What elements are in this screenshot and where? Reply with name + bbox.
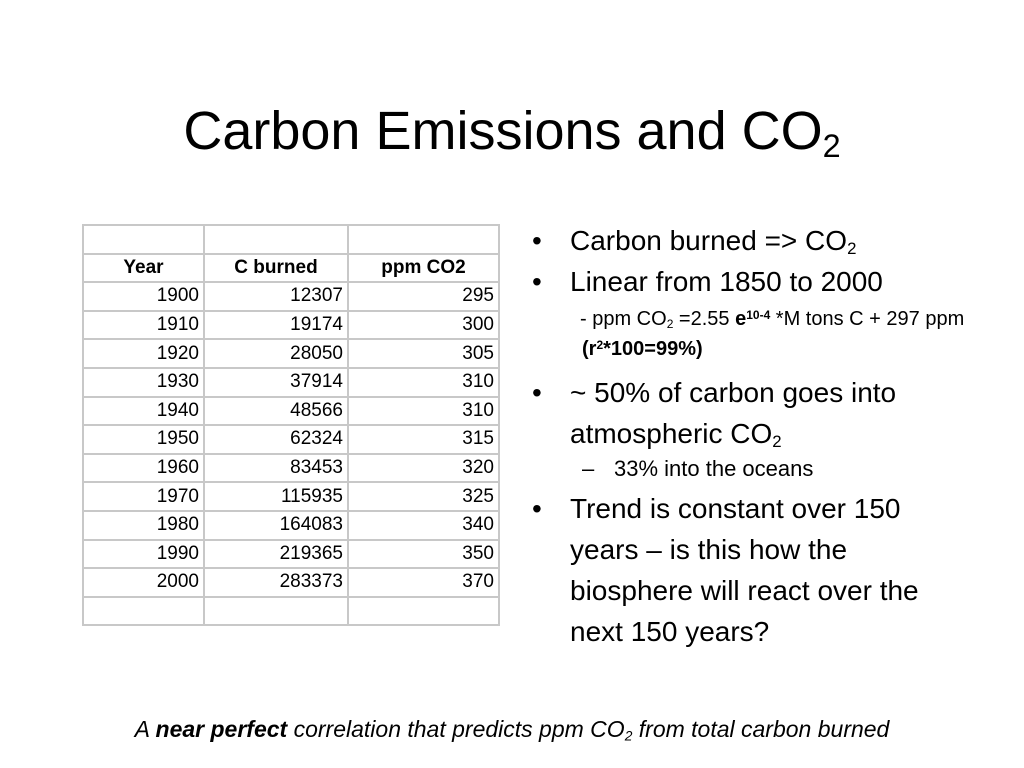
- bold-text: e: [735, 308, 747, 330]
- empty-cell: [203, 595, 349, 627]
- title-text: Carbon Emissions and CO: [183, 101, 823, 161]
- table-cell: 1990: [82, 538, 205, 570]
- table-row: 1920 28050 305: [82, 338, 500, 369]
- table-row: 1960 83453 320: [82, 452, 500, 484]
- text: correlation that predicts ppm CO: [287, 716, 625, 742]
- table-row: 1990 219365 350: [82, 538, 500, 570]
- text: A: [134, 716, 156, 742]
- empty-cell: [82, 224, 205, 255]
- table-cell: 83453: [203, 452, 349, 484]
- subscript: 2: [624, 728, 633, 744]
- text: from total carbon burned: [632, 716, 890, 742]
- bullet: Linear from 1850 to 2000: [532, 261, 972, 302]
- table-cell: 2000: [82, 567, 205, 598]
- table-cell: 1950: [82, 424, 205, 455]
- empty-row: [82, 224, 500, 255]
- table-cell: 310: [347, 395, 500, 427]
- superscript: 10-4: [746, 308, 771, 322]
- table-row: 1910 19174 300: [82, 309, 500, 341]
- subscript: 2: [772, 432, 782, 452]
- table-cell: 1920: [82, 338, 205, 369]
- table-row: 2000 283373 370: [82, 567, 500, 598]
- footer: A near perfect correlation that predicts…: [0, 716, 1024, 743]
- empty-cell: [347, 595, 500, 627]
- bullet-list: Carbon burned => CO2 Linear from 1850 to…: [532, 220, 972, 652]
- table-cell: 1900: [82, 281, 205, 312]
- bullet: Carbon burned => CO2: [532, 220, 972, 261]
- header-cell: ppm CO2: [347, 252, 500, 284]
- table-cell: 350: [347, 538, 500, 570]
- table-cell: 28050: [203, 338, 349, 369]
- table-cell: 1930: [82, 366, 205, 398]
- table-row: 1980 164083 340: [82, 509, 500, 541]
- text: 33% into the oceans: [614, 456, 814, 481]
- title-subscript: 2: [822, 128, 841, 165]
- table-cell: 219365: [203, 538, 349, 570]
- bold-text: (r: [582, 338, 597, 360]
- bullet: Trend is constant over 150 years – is th…: [532, 488, 972, 652]
- text: *M tons C + 297 ppm: [770, 308, 965, 330]
- table-cell: 370: [347, 567, 500, 598]
- table-cell: 1960: [82, 452, 205, 484]
- sub-bullet: - ppm CO2 =2.55 e10-4 *M tons C + 297 pp…: [532, 304, 972, 364]
- bullet-text: Carbon burned => CO: [570, 225, 848, 256]
- empty-cell: [203, 224, 349, 255]
- table-cell: 295: [347, 281, 500, 312]
- bullet-text: ~ 50% of carbon goes into atmospheric CO: [570, 377, 897, 449]
- table-cell: 300: [347, 309, 500, 341]
- table-cell: 1940: [82, 395, 205, 427]
- table-row: 1900 12307 295: [82, 281, 500, 312]
- bold-text: *100=99%): [603, 338, 703, 360]
- table-cell: 1980: [82, 509, 205, 541]
- table-body: Year C burned ppm CO2 1900 12307 295 1910 19174…: [82, 224, 500, 627]
- table-cell: 340: [347, 509, 500, 541]
- table-row: 1930 37914 310: [82, 366, 500, 398]
- table-cell: 37914: [203, 366, 349, 398]
- table-cell: 305: [347, 338, 500, 369]
- table-cell: 48566: [203, 395, 349, 427]
- table-cell: 1910: [82, 309, 205, 341]
- text: - ppm CO: [580, 308, 667, 330]
- table-cell: 62324: [203, 424, 349, 455]
- empty-cell: [347, 224, 500, 255]
- subscript: 2: [847, 239, 857, 259]
- table-cell: 12307: [203, 281, 349, 312]
- header-cell: Year: [82, 252, 205, 284]
- data-table: Year C burned ppm CO2 1900 12307 295 1910 19174…: [82, 224, 500, 627]
- bullet: ~ 50% of carbon goes into atmospheric CO…: [532, 372, 972, 454]
- table-cell: 164083: [203, 509, 349, 541]
- sub-bullet: 33% into the oceans: [532, 454, 972, 484]
- bullet-text: Trend is constant over 150 years – is th…: [570, 493, 919, 647]
- subscript: 2: [666, 317, 674, 331]
- table-cell: 315: [347, 424, 500, 455]
- header-cell: C burned: [203, 252, 349, 284]
- text: =2.55: [673, 308, 736, 330]
- table-cell: 320: [347, 452, 500, 484]
- superscript: 2: [596, 338, 604, 352]
- empty-row: [82, 595, 500, 627]
- table-cell: 115935: [203, 481, 349, 512]
- table-cell: 310: [347, 366, 500, 398]
- table-cell: 283373: [203, 567, 349, 598]
- table-cell: 19174: [203, 309, 349, 341]
- title: Carbon Emissions and CO2: [0, 96, 1024, 166]
- bullet-text: Linear from 1850 to 2000: [570, 266, 883, 297]
- table-row: 1970 115935 325: [82, 481, 500, 512]
- empty-cell: [82, 595, 205, 627]
- bold-text: near perfect: [155, 716, 288, 742]
- table-row: 1940 48566 310: [82, 395, 500, 427]
- table-cell: 1970: [82, 481, 205, 512]
- table-cell: 325: [347, 481, 500, 512]
- table-row: 1950 62324 315: [82, 424, 500, 455]
- header-row: Year C burned ppm CO2: [82, 252, 500, 284]
